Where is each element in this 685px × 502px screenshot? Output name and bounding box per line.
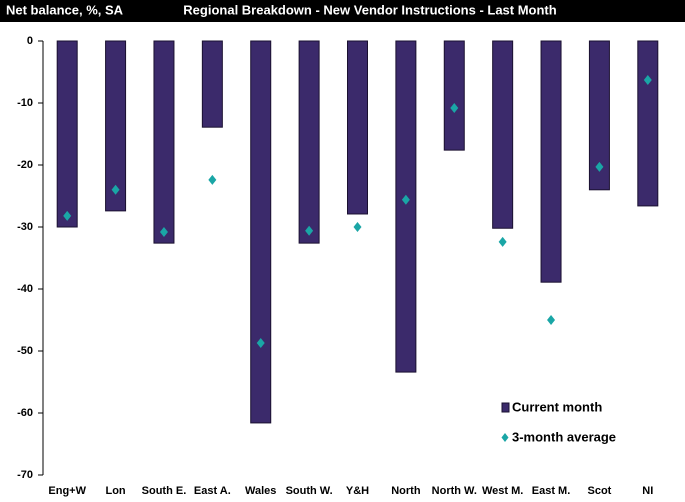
legend-label: Current month [512,399,602,414]
marker [643,75,652,86]
bar [56,40,78,228]
marker [595,161,604,172]
marker [256,337,265,348]
y-tick-label: -30 [17,221,33,233]
marker [63,210,72,221]
x-tick-label: Y&H [346,485,369,497]
x-tick-label: South W. [286,485,333,497]
bar [395,40,417,373]
legend-swatch [501,402,510,413]
x-tick-label: Eng+W [48,485,86,497]
y-tick-label: -40 [17,283,33,295]
title-band [0,0,685,22]
bar [105,40,127,212]
y-tick-label: -70 [17,469,33,481]
x-tick-label: Lon [105,485,125,497]
marker [353,222,362,232]
bar [298,40,320,244]
marker [498,236,507,247]
marker [159,226,168,237]
y-tick-label: 0 [27,35,33,47]
bar [540,40,562,283]
y-tick-label: -10 [17,97,33,109]
x-tick-label: Scot [588,485,612,497]
y-tick-label: -50 [17,345,33,357]
x-tick-label: West M. [482,485,523,497]
bar [637,40,659,207]
marker [305,225,314,236]
x-tick-label: NI [642,485,653,497]
x-tick-label: North W. [432,485,477,497]
legend-marker [501,433,509,442]
chart-title: Regional Breakdown - New Vendor Instruct… [183,2,556,17]
bar [153,40,175,244]
y-tick-label: -60 [17,407,33,419]
y-tick-label: -20 [17,159,33,171]
bar [492,40,514,229]
bar [443,40,465,151]
x-tick-label: East A. [194,485,231,497]
marker [208,174,217,185]
x-tick-label: North [391,485,421,497]
bar [347,40,368,215]
marker [547,315,556,325]
bar [201,40,223,128]
x-tick-label: East M. [532,485,571,497]
marker [450,102,459,113]
marker [401,194,410,205]
marker [111,184,120,195]
x-tick-label: South E. [142,485,187,497]
y-axis-label: Net balance, %, SA [6,2,124,17]
bar [588,40,610,191]
x-tick-label: Wales [245,485,276,497]
legend-label: 3-month average [512,429,616,444]
bar [250,40,272,424]
